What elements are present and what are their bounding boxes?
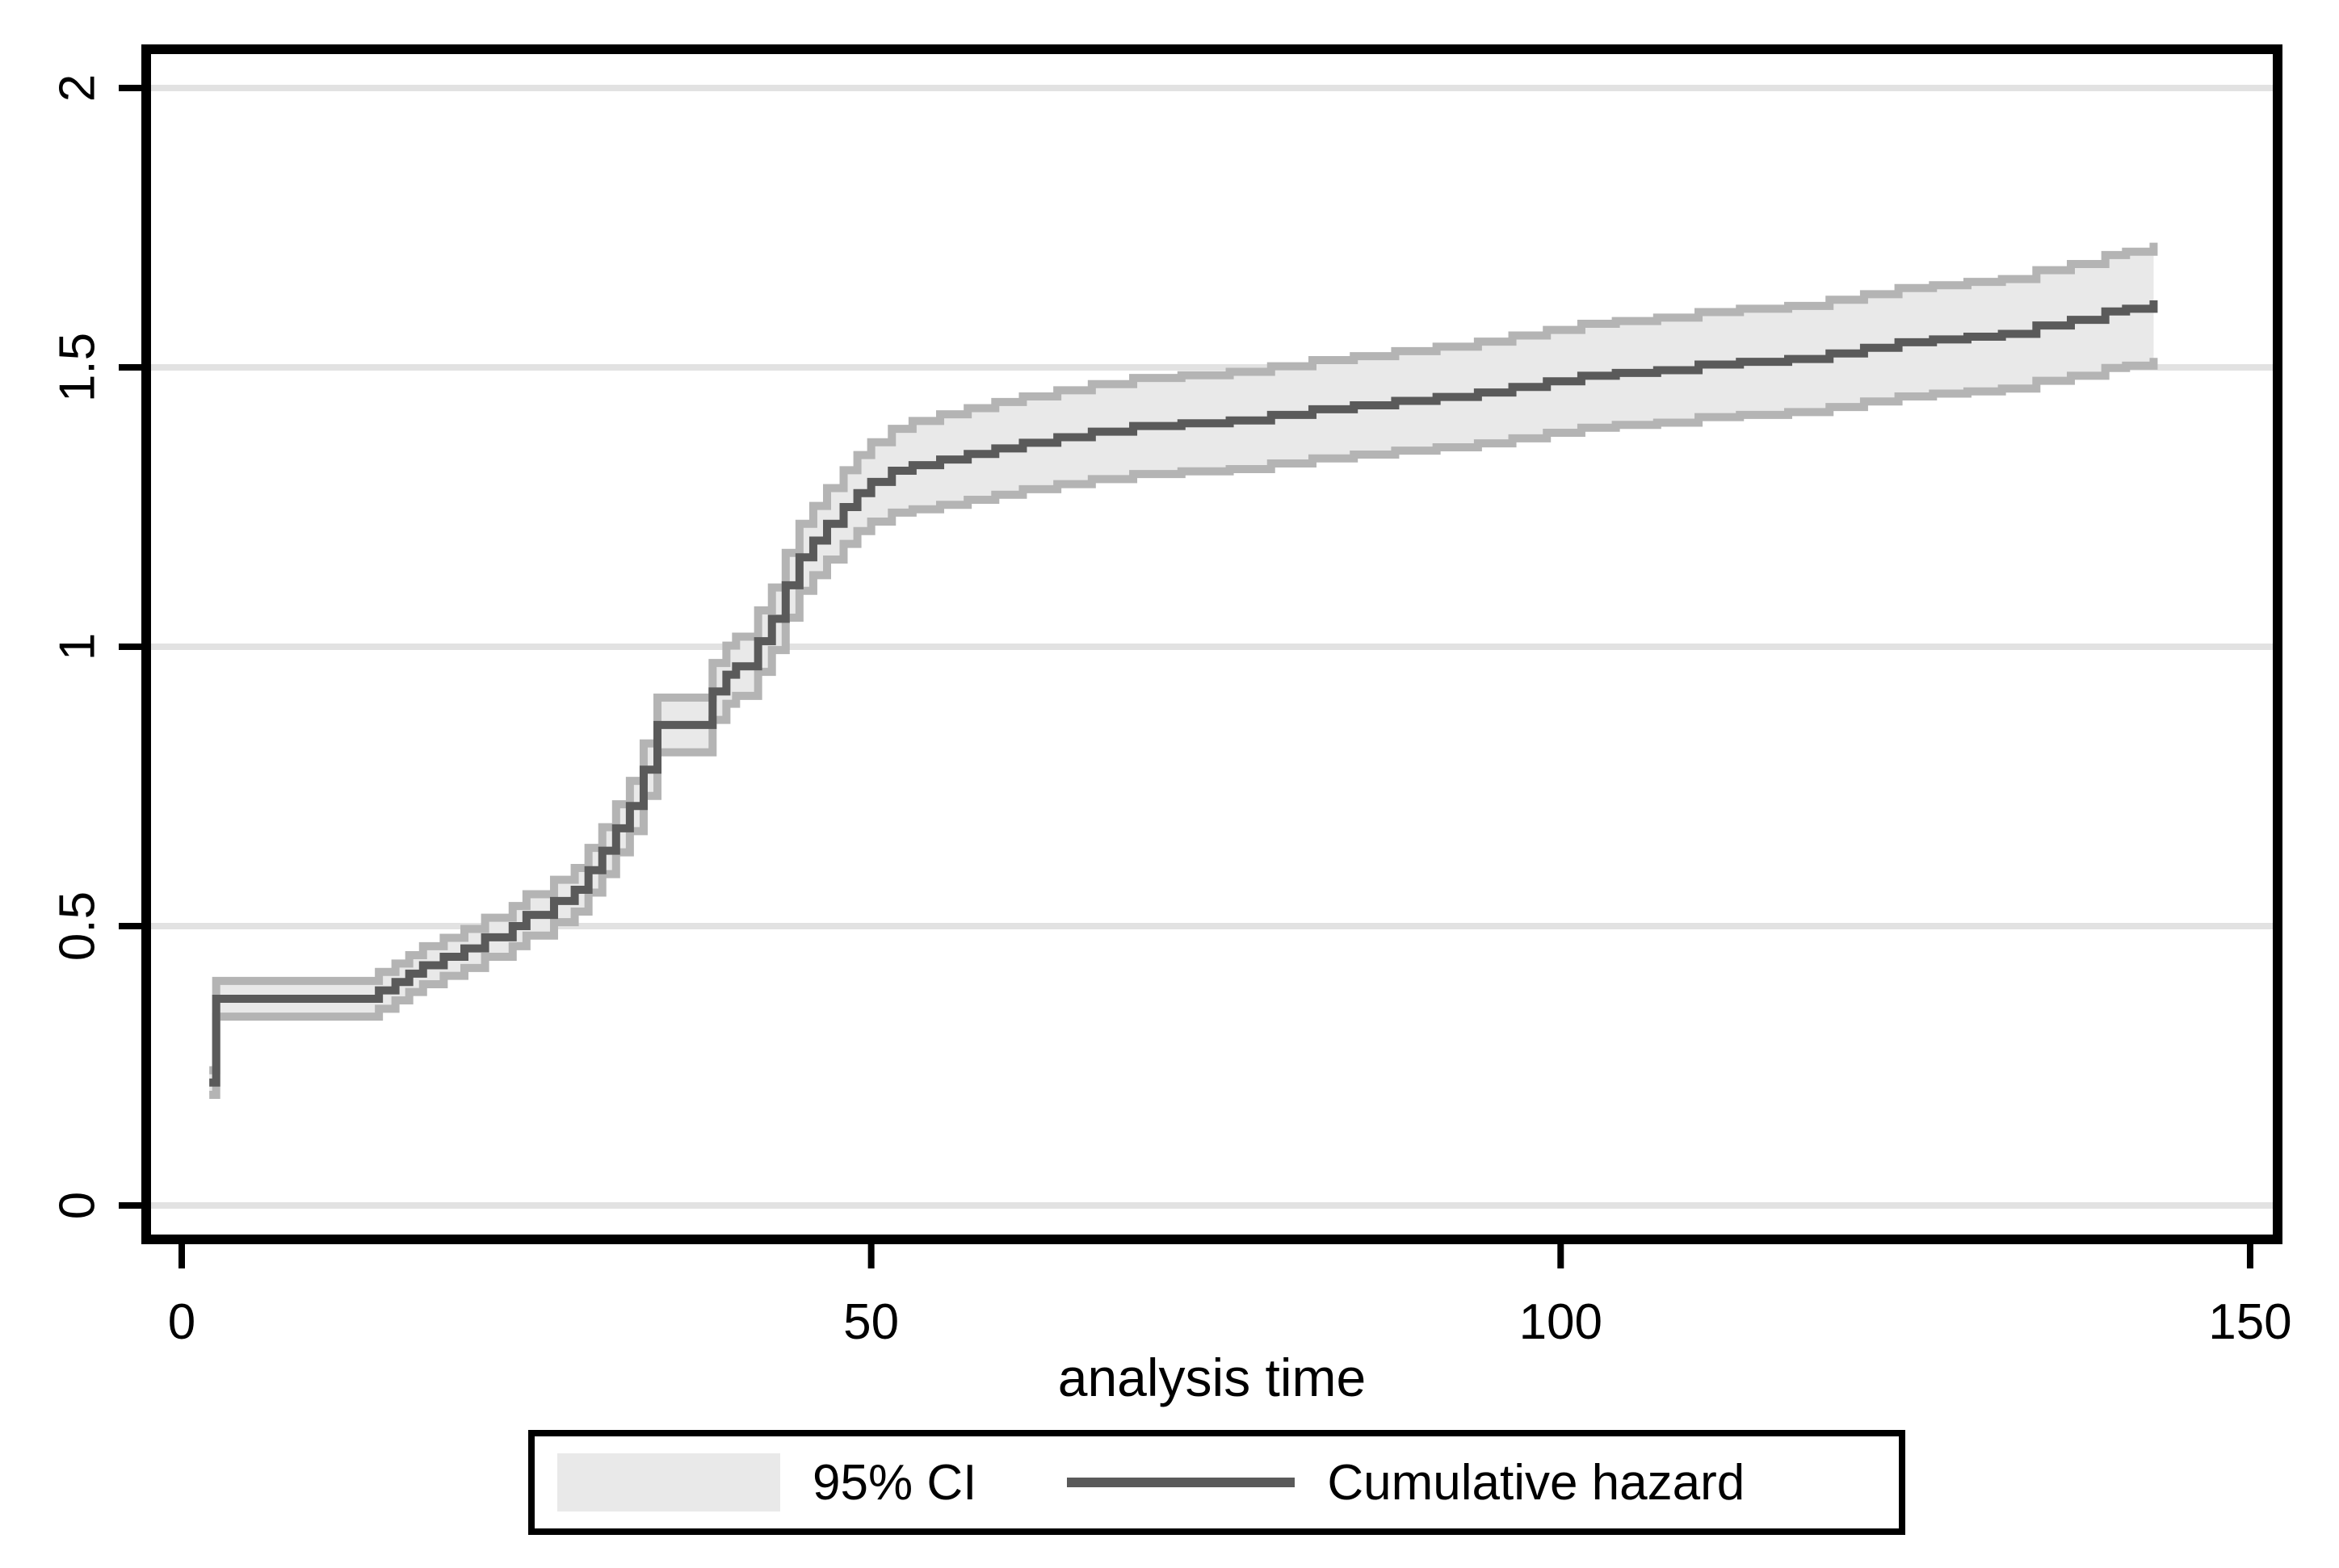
cumulative-hazard-line (209, 300, 2158, 1087)
x-tick-label: 50 (843, 1294, 899, 1350)
ci-swatch-icon (557, 1453, 780, 1511)
legend-ci-label: 95% CI (813, 1454, 977, 1511)
legend: 95% CI Cumulative hazard (528, 1430, 1905, 1535)
x-tick-label: 150 (2208, 1294, 2291, 1350)
y-tick-label: 1 (49, 633, 105, 660)
ci-lower-edge (209, 358, 2158, 1099)
hazard-line-sample-icon (1067, 1478, 1295, 1487)
x-axis-title: analysis time (1057, 1348, 1367, 1407)
ci-upper-edge (209, 242, 2158, 1075)
y-tick-label: 0 (49, 1192, 105, 1219)
y-tick-label: 1.5 (49, 333, 105, 402)
ci-band (209, 242, 2154, 1095)
y-tick-label: 0.5 (49, 891, 105, 961)
x-tick-label: 100 (1519, 1294, 1602, 1350)
legend-hazard-label: Cumulative hazard (1327, 1454, 1745, 1511)
y-tick-label: 2 (49, 74, 105, 102)
plot-border (141, 44, 2282, 1244)
x-tick-label: 0 (168, 1294, 195, 1350)
